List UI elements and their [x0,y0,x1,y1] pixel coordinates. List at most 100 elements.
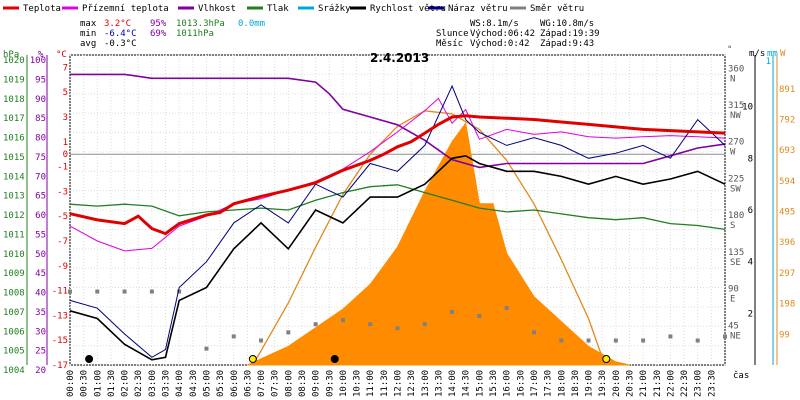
info-moon-label: Měsíc [436,39,463,49]
wind-direction-point [177,289,182,294]
legend-label: Rychlost větru [370,4,446,14]
ms-tick: 2 [748,309,753,319]
sun-event-marker [602,355,611,363]
w-tick: 396 [779,238,795,248]
legend: Teplota Přízemní teplota Vlhkost Tlak Srážky… [3,4,584,14]
w-tick: 99 [779,330,790,340]
w-tick: 891 [779,85,795,95]
stat-avg-label: avg [80,39,96,49]
x-tick: 01:00 [93,370,103,397]
hpa-tick: 1006 [3,327,25,337]
wind-direction-point [477,314,482,319]
stat-max-temp: 3.2°C [104,19,131,29]
w-tick: 594 [779,177,795,187]
temp-tick: 1 [63,138,68,148]
w-tick: 693 [779,146,795,156]
dir-unit: ° [727,45,732,55]
dir-tick: 270 [728,138,744,148]
x-tick: 18:00 [557,370,567,397]
wind-direction-point [68,289,72,294]
stat-min-hum: 69% [150,29,167,39]
pct-tick: 25 [35,347,46,357]
x-tick: 03:30 [162,370,172,397]
wind-gust-line [69,84,726,358]
hpa-unit: hPa [3,50,19,60]
info-moon-rise: Východ:0:42 [470,39,530,49]
wind-direction-series [68,289,727,351]
dir-label: W [730,148,736,158]
x-tick: 16:30 [516,370,526,397]
x-tick: 21:30 [653,370,663,397]
temperature-line [69,114,726,236]
temp-tick: -13 [52,311,68,321]
wind-direction-point [122,289,127,294]
x-tick: 19:30 [598,370,608,397]
x-tick: 13:00 [421,370,431,397]
x-tick: 17:30 [544,370,554,397]
wind-speed-line [69,154,726,361]
x-tick: 13:30 [434,370,444,397]
x-tick: 21:00 [639,370,649,397]
ms-tick: 10 [742,103,753,113]
stat-min-temp: -6.4°C [104,29,137,39]
dir-label: NW [730,111,741,121]
w-tick: 297 [779,269,795,279]
wind-direction-point [204,346,209,351]
pct-tick: 40 [35,289,46,299]
x-tick: 02:30 [134,370,144,397]
stat-max-press: 1013.3hPa [176,19,225,29]
wind-direction-point [95,289,100,294]
wind-direction-point [531,330,536,335]
wind-direction-point [641,338,646,343]
x-tick: 05:00 [202,370,212,397]
x-tick: 19:00 [585,370,595,397]
pct-tick: 75 [35,153,46,163]
wind-direction-point [504,305,509,310]
dir-label: NE [730,331,741,341]
pressure-line [69,184,726,231]
temp-tick: -11 [52,287,68,297]
hpa-tick: 1009 [3,269,25,279]
hpa-tick: 1008 [3,289,25,299]
x-tick: 11:30 [380,370,390,397]
info-wg: WG:10.8m/s [540,19,594,29]
x-tick: 07:30 [271,370,281,397]
solar-theoretical-line [252,110,606,366]
pct-tick: 85 [35,114,46,124]
pct-tick: 65 [35,192,46,202]
x-tick: 10:00 [339,370,349,397]
x-tick: 03:00 [148,370,158,397]
temp-tick: 5 [63,88,68,98]
hpa-tick: 1018 [3,95,25,105]
ms-unit: m/s [749,49,765,59]
dir-tick: 360 [728,64,744,74]
dir-tick: 225 [728,174,744,184]
x-tick: 09:30 [325,370,335,397]
dir-tick: 180 [728,211,744,221]
dir-label: N [730,74,735,84]
wind-direction-point [422,322,427,327]
x-tick: 14:30 [462,370,472,397]
pct-tick: 20 [35,366,46,376]
sun-event-marker [248,355,257,363]
w-tick: 495 [779,208,795,218]
ms-tick: 4 [748,258,753,268]
info-sun-rise: Východ:06:42 [470,29,535,39]
info-sun-set: Západ:19:39 [540,29,600,39]
x-tick: 08:00 [284,370,294,397]
stat-max-label: max [80,19,97,29]
legend-label: Teplota [23,4,61,14]
wind-direction-point [340,318,345,323]
stat-min-press: 1011hPa [176,29,214,39]
wind-direction-point [695,338,700,343]
legend-label: Tlak [267,4,289,14]
x-tick: 04:00 [175,370,185,397]
x-tick: 17:00 [530,370,540,397]
humidity-line [70,73,726,169]
temp-unit: °C [56,50,67,60]
wind-direction-point [313,322,318,327]
dir-label: S [730,221,735,231]
x-tick: 14:00 [448,370,458,397]
axes: hPa% °C1020101910181017101610151014101310… [3,45,795,397]
